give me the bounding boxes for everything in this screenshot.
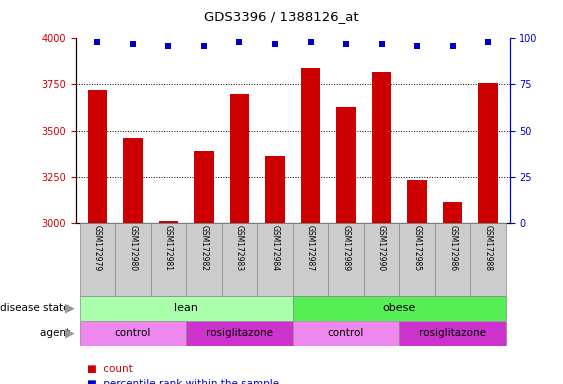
Bar [471, 223, 506, 296]
Text: GSM172989: GSM172989 [342, 225, 351, 271]
Bar [301, 68, 320, 223]
Bar [186, 321, 293, 346]
Bar [293, 223, 328, 296]
Point [235, 39, 244, 45]
Text: lean: lean [174, 303, 198, 313]
Bar [194, 151, 214, 223]
Text: disease state: disease state [1, 303, 73, 313]
Bar [151, 223, 186, 296]
Point [413, 43, 422, 49]
Point [164, 43, 173, 49]
Bar [186, 223, 222, 296]
Bar [293, 296, 506, 321]
Text: GDS3396 / 1388126_at: GDS3396 / 1388126_at [204, 10, 359, 23]
Text: GSM172979: GSM172979 [93, 225, 102, 271]
Bar [230, 94, 249, 223]
Text: GSM172982: GSM172982 [199, 225, 208, 271]
Text: GSM172981: GSM172981 [164, 225, 173, 271]
Bar [159, 221, 178, 223]
Bar [222, 223, 257, 296]
Text: ■  percentile rank within the sample: ■ percentile rank within the sample [87, 379, 279, 384]
Bar [88, 90, 107, 223]
Text: GSM172983: GSM172983 [235, 225, 244, 271]
Bar [399, 223, 435, 296]
Bar [399, 321, 506, 346]
Point [128, 41, 137, 47]
Text: GSM172986: GSM172986 [448, 225, 457, 271]
Text: rosiglitazone: rosiglitazone [419, 328, 486, 338]
Point [342, 41, 351, 47]
Bar [79, 296, 293, 321]
Text: GSM172990: GSM172990 [377, 225, 386, 271]
Bar [443, 202, 462, 223]
Text: GSM172985: GSM172985 [413, 225, 422, 271]
Bar [265, 156, 285, 223]
Bar [79, 223, 115, 296]
Point [199, 43, 208, 49]
Point [448, 43, 457, 49]
Bar [328, 223, 364, 296]
Text: ▶: ▶ [65, 303, 73, 313]
Bar [123, 138, 142, 223]
Bar [336, 107, 356, 223]
Bar [372, 71, 391, 223]
Text: obese: obese [383, 303, 416, 313]
Point [484, 39, 493, 45]
Text: GSM172988: GSM172988 [484, 225, 493, 271]
Text: ■  count: ■ count [87, 364, 133, 374]
Text: GSM172984: GSM172984 [270, 225, 279, 271]
Text: agent: agent [40, 328, 73, 338]
Text: control: control [115, 328, 151, 338]
Bar [408, 180, 427, 223]
Text: ▶: ▶ [65, 327, 75, 339]
Point [270, 41, 279, 47]
Text: rosiglitazone: rosiglitazone [206, 328, 273, 338]
Bar [364, 223, 399, 296]
Text: control: control [328, 328, 364, 338]
Bar [479, 83, 498, 223]
Bar [293, 321, 399, 346]
Bar [257, 223, 293, 296]
Bar [79, 321, 186, 346]
Point [306, 39, 315, 45]
Text: ▶: ▶ [65, 302, 75, 314]
Text: GSM172980: GSM172980 [128, 225, 137, 271]
Point [377, 41, 386, 47]
Bar [115, 223, 151, 296]
Point [93, 39, 102, 45]
Bar [435, 223, 471, 296]
Text: GSM172987: GSM172987 [306, 225, 315, 271]
